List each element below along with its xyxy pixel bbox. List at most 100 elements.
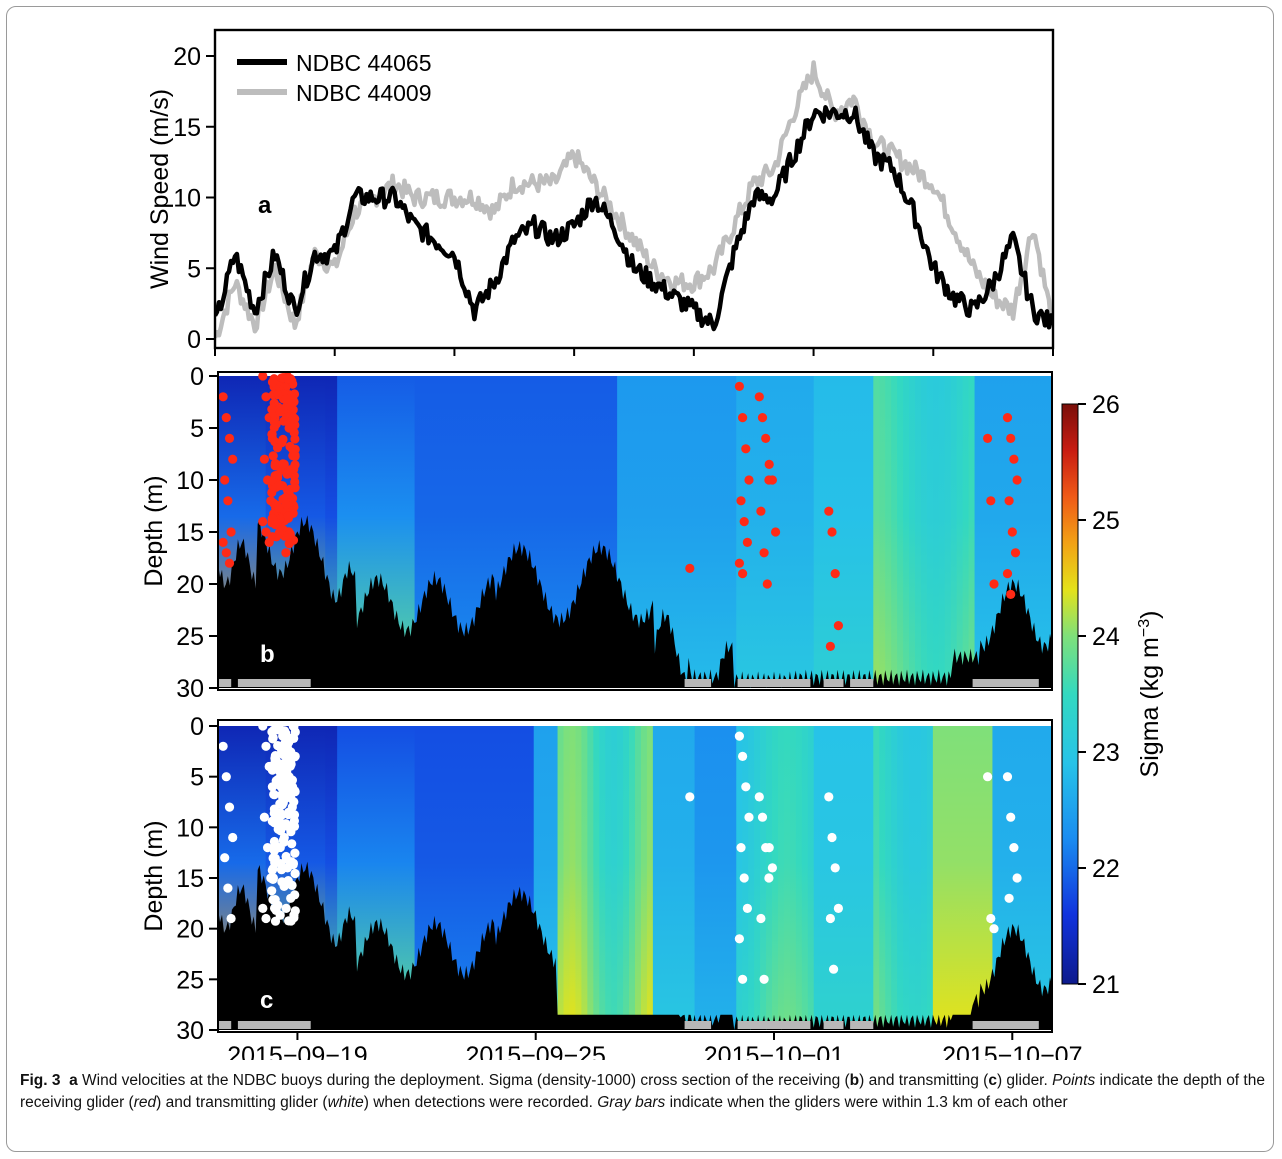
detection-point (764, 873, 774, 883)
proximity-bar (737, 1021, 811, 1029)
sigma-column (331, 376, 338, 688)
detection-point (289, 913, 299, 923)
ytick-label-a: 0 (187, 326, 201, 354)
proximity-bar (237, 1021, 311, 1029)
detection-point (989, 924, 999, 934)
sigma-column (563, 726, 571, 1030)
sigma-column (998, 726, 1005, 1030)
sigma-column (378, 726, 386, 1030)
sigma-column (652, 726, 660, 1030)
sigma-column (831, 726, 839, 1030)
sigma-column (986, 726, 994, 1030)
proximity-bar (237, 679, 311, 687)
panel-a-ylabel: Wind Speed (m/s) (146, 89, 174, 289)
sigma-column (313, 726, 320, 1030)
ytick-label-b: 15 (176, 519, 204, 547)
detection-point (757, 413, 768, 423)
sigma-column (873, 376, 880, 688)
sigma-column (986, 376, 994, 688)
detection-point (268, 734, 278, 744)
detection-point (288, 413, 298, 424)
detection-point (281, 548, 291, 558)
sigma-column (360, 376, 368, 688)
sigma-column (343, 376, 350, 688)
sigma-column (688, 376, 696, 688)
sigma-column (968, 726, 976, 1030)
sigma-column (218, 726, 225, 1030)
detection-point (1010, 548, 1021, 558)
detection-point (270, 916, 281, 926)
sigma-column (718, 726, 725, 1030)
caption-panel-b: b (849, 1072, 860, 1089)
detection-point (220, 475, 230, 485)
detection-point (761, 433, 771, 443)
detection-point (1002, 569, 1013, 579)
sigma-column (462, 376, 469, 688)
proximity-bar (850, 679, 874, 687)
sigma-column (581, 376, 588, 688)
sigma-column (1040, 376, 1047, 688)
sigma-column (748, 726, 755, 1030)
sigma-column (515, 726, 523, 1030)
sigma-column (897, 376, 904, 688)
detection-point (278, 459, 289, 469)
detection-point (259, 812, 269, 822)
sigma-column (873, 726, 880, 1030)
detection-point (288, 860, 298, 870)
detection-point (824, 506, 834, 516)
sigma-column (962, 726, 970, 1030)
sigma-column (849, 376, 857, 688)
sigma-column (1040, 726, 1047, 1030)
detection-point (290, 786, 300, 796)
sigma-column (551, 376, 559, 688)
sigma-column (980, 376, 988, 688)
sigma-column (456, 726, 463, 1030)
ytick-label-a: 10 (173, 185, 201, 213)
detection-point (744, 812, 754, 822)
ytick-label-b: 30 (176, 675, 204, 703)
sigma-column (438, 376, 445, 688)
sigma-column (593, 376, 600, 688)
proximity-bar (684, 1021, 712, 1029)
detection-point (258, 903, 268, 914)
sigma-column (396, 376, 404, 688)
caption-text-1: Wind velocities at the NDBC buoys during… (77, 1072, 850, 1089)
detection-point (224, 433, 235, 443)
sigma-column (1004, 726, 1011, 1030)
sigma-column (355, 376, 362, 688)
sigma-column (700, 376, 708, 688)
sigma-column (372, 726, 380, 1030)
sigma-column (909, 726, 916, 1030)
detection-point (829, 964, 839, 974)
sigma-column (777, 726, 785, 1030)
sigma-column (998, 376, 1005, 688)
figure-frame (6, 6, 1274, 1152)
sigma-column (319, 726, 326, 1030)
detection-point (270, 461, 280, 471)
detection-point (759, 548, 769, 558)
sigma-column (378, 376, 386, 688)
sigma-column (664, 726, 672, 1030)
sigma-column (474, 726, 481, 1030)
sigma-column (295, 376, 302, 688)
sigma-column (1034, 376, 1041, 688)
sigma-column (855, 726, 862, 1030)
detection-point (261, 527, 271, 537)
sigma-column (658, 726, 666, 1030)
detection-point (741, 782, 751, 792)
sigma-column (920, 376, 928, 688)
detection-point (983, 433, 993, 443)
sigma-column (938, 376, 946, 688)
ytick-label-a: 5 (187, 255, 201, 283)
detection-point (833, 903, 844, 914)
figure-caption: Fig. 3 a Wind velocities at the NDBC buo… (20, 1070, 1270, 1113)
sigma-column (343, 726, 350, 1030)
detection-point (274, 503, 284, 513)
detection-point (273, 741, 283, 751)
sigma-column (402, 726, 410, 1030)
sigma-column (420, 726, 428, 1030)
sigma-column (545, 376, 553, 688)
detection-point (282, 469, 292, 479)
colorbar: 21 22 23 24 25 26 Sigma (kg m−3) (1061, 391, 1164, 999)
sigma-column (617, 376, 624, 688)
